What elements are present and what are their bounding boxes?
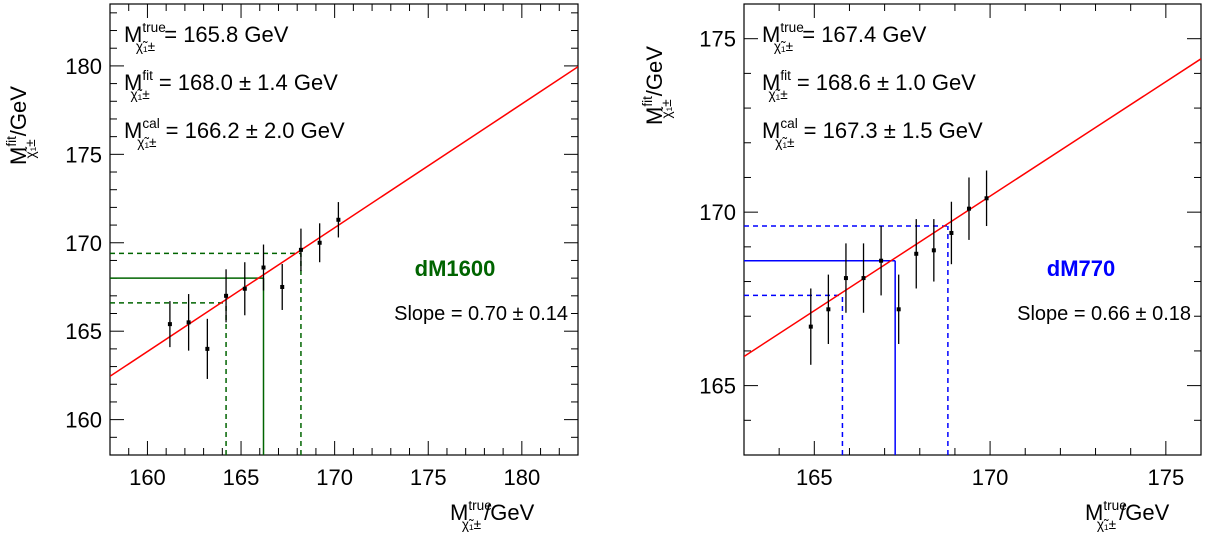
right-data-point bbox=[843, 276, 848, 281]
right-data-point bbox=[808, 324, 813, 329]
left-y-tick-label: 160 bbox=[65, 408, 102, 433]
right-x-axis-title: Mtrue χ̃₁±/GeV bbox=[1085, 498, 1170, 532]
left-data-point bbox=[336, 217, 341, 222]
right-sample-label: dM770 bbox=[1047, 256, 1115, 281]
left-data-point bbox=[167, 322, 172, 327]
left-sample-label: dM1600 bbox=[415, 256, 496, 281]
right-data-point bbox=[966, 206, 971, 211]
right-mass-annotation: Mfit χ̃₁± = 168.6 ± 1.0 GeV bbox=[762, 68, 976, 102]
left-data-point bbox=[205, 346, 210, 351]
left-mass-annotation: Mfit χ̃₁± = 168.0 ± 1.4 GeV bbox=[124, 68, 338, 102]
left-x-tick-label: 170 bbox=[316, 465, 353, 490]
left-data-point bbox=[224, 293, 229, 298]
right-y-axis-title: Mfit χ̃₁±/GeV bbox=[640, 46, 674, 125]
left-slope-label: Slope = 0.70 ± 0.14 bbox=[394, 303, 568, 325]
left-mass-annotation: Mcal χ̃₁± = 166.2 ± 2.0 GeV bbox=[124, 116, 345, 150]
left-y-axis-title: Mfit χ̃₁±/GeV bbox=[4, 86, 38, 165]
left-data-point bbox=[280, 284, 285, 289]
right-data-point bbox=[984, 196, 989, 201]
left-y-tick-label: 180 bbox=[65, 54, 102, 79]
right-y-tick-label: 170 bbox=[699, 200, 736, 225]
right-data-point bbox=[896, 307, 901, 312]
left-y-axis-title-group: Mfit χ̃₁±/GeV bbox=[4, 86, 38, 165]
right-x-tick-label: 165 bbox=[796, 465, 833, 490]
left-data-point bbox=[317, 240, 322, 245]
left-x-axis-title: Mtrue χ̃₁±/GeV bbox=[450, 498, 535, 532]
right-data-point bbox=[949, 230, 954, 235]
left-data-point bbox=[261, 265, 266, 270]
left-plot-frame bbox=[109, 3, 579, 456]
right-mass-annotation: Mcal χ̃₁± = 167.3 ± 1.5 GeV bbox=[762, 116, 983, 150]
right-x-tick-label: 175 bbox=[1147, 465, 1184, 490]
right-y-tick-label: 175 bbox=[699, 27, 736, 52]
right-plot-frame bbox=[743, 3, 1202, 456]
left-data-point bbox=[242, 286, 247, 291]
right-y-axis-title-group: Mfit χ̃₁±/GeV bbox=[640, 46, 674, 125]
left-data-point bbox=[298, 247, 303, 252]
right-data-point bbox=[914, 251, 919, 256]
right-y-tick-label: 165 bbox=[699, 374, 736, 399]
left-y-tick-label: 170 bbox=[65, 231, 102, 256]
left-y-tick-label: 165 bbox=[65, 319, 102, 344]
left-x-tick-label: 180 bbox=[503, 465, 540, 490]
right-data-point bbox=[931, 248, 936, 253]
right-data-point bbox=[861, 276, 866, 281]
right-slope-label: Slope = 0.66 ± 0.18 bbox=[1017, 303, 1191, 325]
left-x-tick-label: 175 bbox=[410, 465, 447, 490]
left-fit-line bbox=[110, 66, 578, 377]
left-data-point bbox=[186, 320, 191, 325]
right-x-tick-label: 170 bbox=[972, 465, 1009, 490]
left-x-tick-label: 160 bbox=[129, 465, 166, 490]
right-data-point bbox=[826, 307, 831, 312]
right-fit-line bbox=[744, 58, 1201, 358]
left-mass-annotation: Mtrue χ̃₁± = 165.8 GeV bbox=[124, 20, 289, 54]
right-mass-annotation: Mtrue χ̃₁± = 167.4 GeV bbox=[762, 20, 927, 54]
left-y-tick-label: 175 bbox=[65, 142, 102, 167]
left-x-tick-label: 165 bbox=[223, 465, 260, 490]
right-data-point bbox=[879, 258, 884, 263]
